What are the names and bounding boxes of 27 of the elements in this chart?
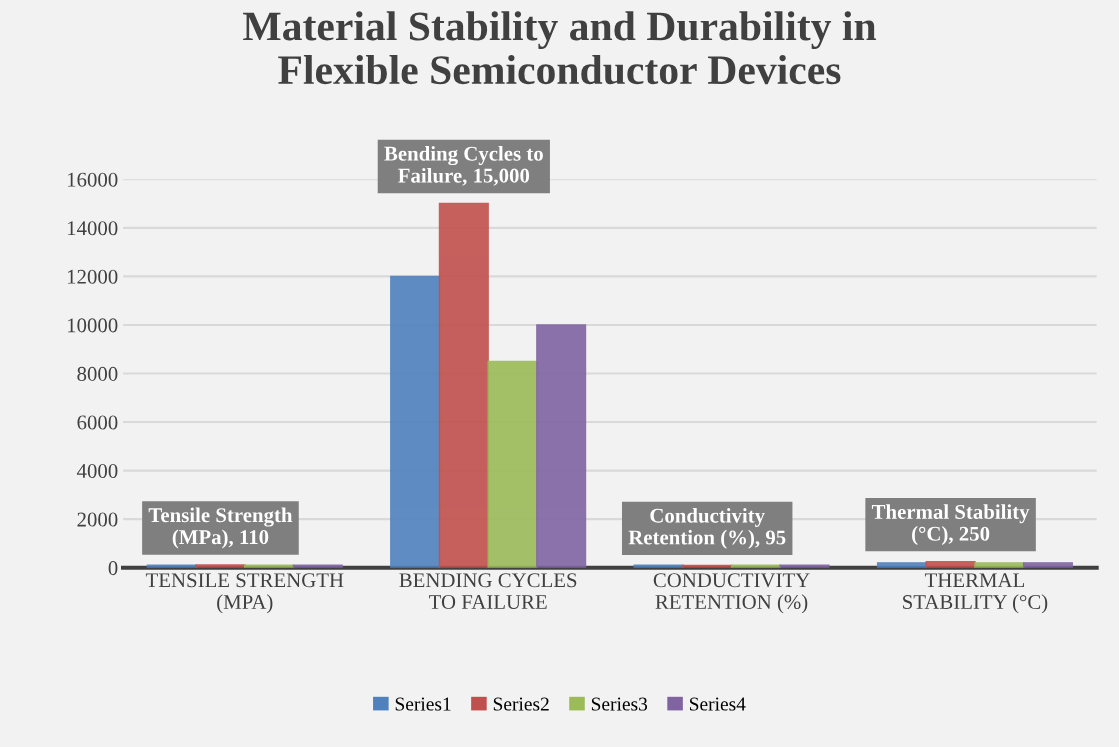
legend-label: Series2 <box>493 697 549 711</box>
data-label: Tensile Strength (MPa), 110 <box>148 507 293 549</box>
x-tick-label: TENSILE STRENGTH (MPA) <box>145 573 344 614</box>
bar <box>487 360 538 568</box>
y-tick-label: 4000 <box>76 463 118 479</box>
bar <box>1022 562 1073 568</box>
bar <box>438 202 489 568</box>
y-tick-label: 16000 <box>67 172 118 187</box>
legend-label: Series3 <box>591 697 648 711</box>
chart-title: Material Stability and Durability in Flexible Semiconductor Devices <box>243 11 877 85</box>
x-tick-label: BENDING CYCLES TO FAILURE <box>399 573 577 610</box>
legend-label: Series4 <box>689 697 746 711</box>
legend-label: Series1 <box>395 697 451 711</box>
y-tick-label: 14000 <box>67 221 118 236</box>
data-label: Thermal Stability (°C), 250 <box>871 504 1030 545</box>
y-tick-label: 6000 <box>77 415 118 430</box>
bar <box>390 275 441 568</box>
y-tick-label: 10000 <box>67 318 118 333</box>
y-tick-label: 2000 <box>77 512 118 527</box>
x-tick-label: THERMAL STABILITY (°C) <box>903 573 1048 614</box>
data-label: Conductivity Retention (%), 95 <box>628 508 786 549</box>
bar <box>536 324 587 568</box>
y-tick-label: 8000 <box>77 366 118 381</box>
y-tick-label: 0 <box>108 561 118 576</box>
x-tick-label: CONDUCTIVITY RETENTION (%) <box>653 573 810 614</box>
data-label: Bending Cycles to Failure, 15,000 <box>384 146 543 186</box>
y-tick-label: 12000 <box>67 269 118 284</box>
